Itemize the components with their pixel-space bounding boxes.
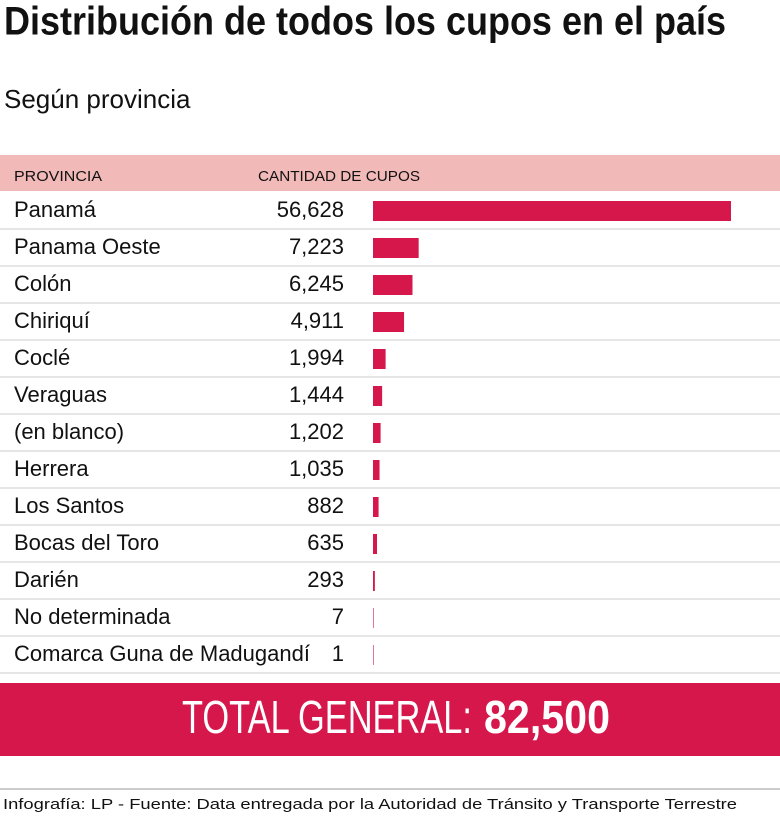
- bar: [373, 349, 386, 369]
- category-label: Darién: [14, 567, 79, 592]
- footer: Infografía: LP - Fuente: Data entregada …: [3, 796, 737, 813]
- bar: [373, 645, 374, 665]
- value-label: 7,223: [289, 234, 344, 259]
- value-label: 1,035: [289, 456, 344, 481]
- bar: [373, 460, 380, 480]
- bar: [373, 534, 378, 554]
- value-label: 1: [332, 641, 344, 666]
- bar: [373, 386, 383, 406]
- category-label: Colón: [14, 271, 71, 296]
- category-label: (en blanco): [14, 419, 124, 444]
- bar: [373, 423, 381, 443]
- category-label: Bocas del Toro: [14, 530, 159, 555]
- category-label: Chiriquí: [14, 308, 90, 333]
- value-label: 1,202: [289, 419, 344, 444]
- category-label: Los Santos: [14, 493, 124, 518]
- category-label: Herrera: [14, 456, 89, 481]
- category-label: Coclé: [14, 345, 70, 370]
- header-band: [0, 155, 780, 191]
- value-label: 635: [307, 530, 344, 555]
- bar: [373, 238, 419, 258]
- title: Distribución de todos los cupos en el pa…: [4, 0, 726, 44]
- column-header: CANTIDAD DE CUPOS: [258, 168, 420, 185]
- value-label: 6,245: [289, 271, 344, 296]
- bar: [373, 608, 374, 628]
- value-label: 882: [307, 493, 344, 518]
- total-label: TOTAL GENERAL:: [182, 691, 472, 743]
- category-label: Veraguas: [14, 382, 107, 407]
- column-header: PROVINCIA: [14, 168, 102, 185]
- bar: [373, 312, 405, 332]
- bar: [373, 201, 731, 221]
- category-label: Comarca Guna de Madugandí: [14, 641, 310, 666]
- value-label: 1,444: [289, 382, 344, 407]
- category-label: Panama Oeste: [14, 234, 161, 259]
- bar: [373, 571, 375, 591]
- bar: [373, 275, 413, 295]
- value-label: 4,911: [291, 308, 344, 333]
- value-label: 56,628: [277, 197, 344, 222]
- bar: [373, 497, 379, 517]
- value-label: 1,994: [289, 345, 344, 370]
- total-value: 82,500: [484, 691, 610, 743]
- category-label: No determinada: [14, 604, 171, 629]
- value-label: 293: [307, 567, 344, 592]
- total-box: [0, 683, 780, 756]
- category-label: Panamá: [14, 197, 97, 222]
- subtitle: Según provincia: [4, 84, 191, 114]
- value-label: 7: [332, 604, 344, 629]
